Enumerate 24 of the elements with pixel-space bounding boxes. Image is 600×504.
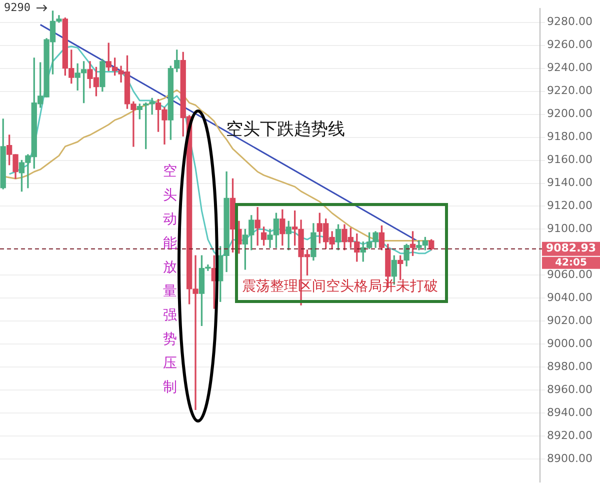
y-tick-label: 9000.00 — [547, 336, 592, 350]
y-tick-label: 9040.00 — [547, 291, 592, 304]
text: 42:05 — [555, 257, 587, 268]
y-tick-label: 8920.00 — [547, 428, 592, 442]
y-tick-label: 9020.00 — [547, 314, 592, 327]
y-tick-label: 9140.00 — [547, 176, 592, 190]
y-tick-label: 9200.00 — [547, 107, 592, 120]
y-tick-label: 9280.00 — [547, 15, 592, 28]
y-tick-label: 8960.00 — [547, 382, 592, 396]
y-tick-label: 9060.00 — [547, 268, 592, 282]
y-tick-label: 9260.00 — [547, 38, 592, 52]
y-tick-label: 9120.00 — [547, 199, 592, 212]
y-tick-label: 9220.00 — [547, 84, 592, 98]
y-tick-label: 9240.00 — [547, 61, 592, 74]
ref-line-label: 9082.93 — [546, 242, 596, 255]
y-tick-label: 8900.00 — [547, 452, 592, 465]
text: 空头动能放量强势压制 — [163, 164, 177, 396]
y-tick-label: 8940.00 — [547, 406, 592, 419]
annotation: 9290 — [4, 0, 30, 14]
y-tick-label: 9160.00 — [547, 153, 592, 166]
y-tick-label: 8980.00 — [547, 360, 592, 373]
y-tick-label: 9180.00 — [547, 130, 592, 144]
y-tick-label: 9100.00 — [547, 222, 592, 236]
annotation: 空头下跌趋势线 — [226, 119, 345, 140]
